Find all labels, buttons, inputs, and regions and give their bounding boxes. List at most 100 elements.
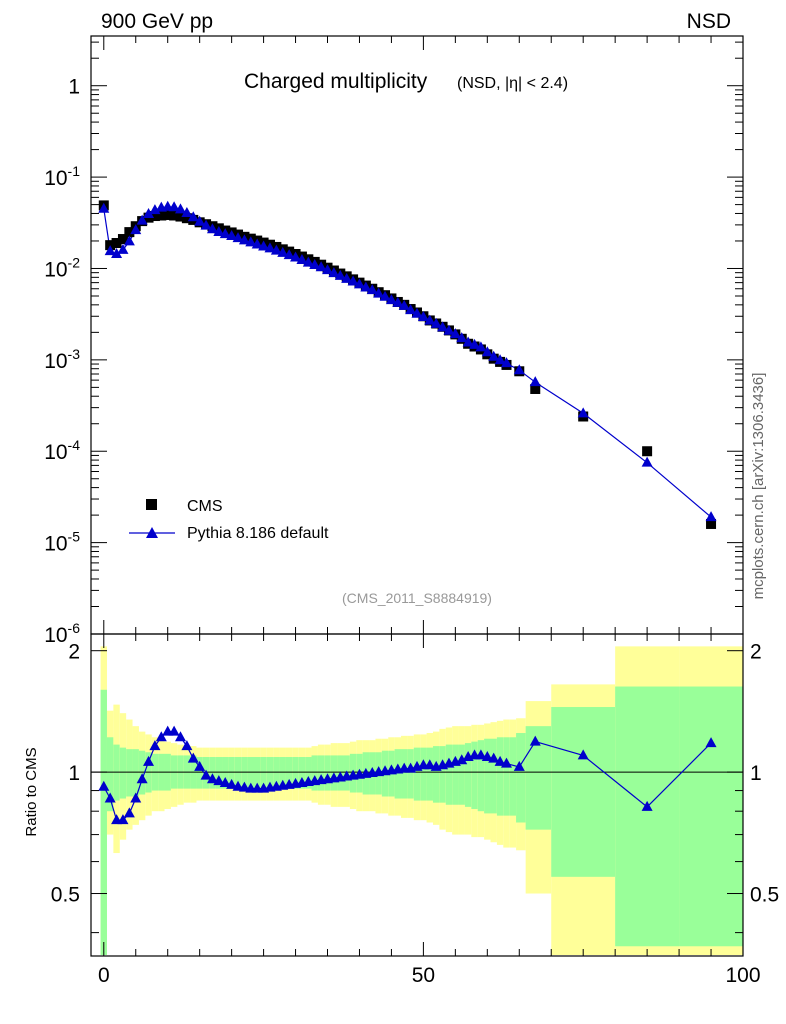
main-panel: Charged multiplicity (NSD, |η| < 2.4) (C… bbox=[44, 35, 744, 647]
pythia-point bbox=[270, 244, 282, 255]
x-tick-label: 100 bbox=[725, 964, 760, 987]
ratio-pythia-point bbox=[213, 775, 225, 786]
ratio-y-tick-label: 2 bbox=[68, 641, 80, 664]
pythia-point bbox=[296, 253, 308, 264]
pythia-point bbox=[405, 304, 417, 315]
ratio-inner-band bbox=[234, 757, 242, 789]
cms-point bbox=[156, 210, 167, 221]
ratio-inner-band bbox=[394, 749, 402, 799]
ratio-pythia-point bbox=[136, 773, 148, 784]
ratio-pythia-point bbox=[200, 769, 212, 780]
main-y-tick-label: 10-3 bbox=[44, 346, 80, 373]
ratio-inner-band bbox=[413, 747, 421, 801]
ratio-inner-band bbox=[432, 746, 440, 803]
pythia-point bbox=[245, 236, 257, 247]
ratio-pythia-point bbox=[456, 754, 468, 765]
ratio-pythia-point bbox=[494, 755, 506, 766]
ratio-inner-band bbox=[305, 757, 312, 789]
ratio-inner-band bbox=[266, 757, 274, 789]
ratio-pythia-point bbox=[481, 751, 493, 762]
ratio-y-axis-label: Ratio to CMS bbox=[23, 747, 40, 836]
pythia-point bbox=[469, 338, 481, 349]
energy-label: 900 GeV pp bbox=[101, 10, 213, 33]
ratio-pythia-point bbox=[155, 731, 167, 742]
main-plot-frame bbox=[90, 35, 744, 635]
x-tick-label: 50 bbox=[412, 964, 435, 987]
ratio-pythia-point bbox=[117, 814, 129, 825]
pythia-point bbox=[385, 294, 397, 305]
ratio-inner-band bbox=[132, 749, 139, 797]
legend: CMS Pythia 8.186 default bbox=[129, 498, 329, 542]
ratio-tick-labels: 2 2 1 1 0.5 0.5 0 50 100 bbox=[51, 641, 779, 987]
ratio-inner-band bbox=[241, 757, 248, 789]
cms-point bbox=[530, 383, 541, 394]
pythia-point bbox=[315, 261, 327, 272]
cms-point bbox=[124, 227, 135, 238]
main-y-tick-label: 10-2 bbox=[44, 254, 80, 281]
pythia-point bbox=[443, 324, 455, 335]
analysis-watermark: (CMS_2011_S8884919) bbox=[342, 590, 492, 606]
pythia-point bbox=[187, 211, 199, 222]
ratio-panel: 2 2 1 1 0.5 0.5 0 50 100 Ratio to CMS bbox=[23, 633, 779, 987]
plot-subtitle: (NSD, |η| < 2.4) bbox=[457, 75, 568, 92]
main-y-tick-label: 1 bbox=[68, 76, 80, 99]
main-y-tick-label: 10-5 bbox=[44, 529, 80, 556]
legend-label-pythia: Pythia 8.186 default bbox=[187, 525, 329, 542]
plot-title: Charged multiplicity bbox=[244, 70, 428, 93]
pythia-point bbox=[430, 317, 442, 328]
pythia-point bbox=[449, 328, 461, 339]
ratio-inner-band bbox=[464, 743, 472, 807]
pythia-point bbox=[136, 214, 148, 225]
mcplots-credit: mcplots.cern.ch [arXiv:1306.3436] bbox=[750, 373, 767, 600]
ratio-inner-band bbox=[126, 749, 133, 797]
pythia-point bbox=[392, 296, 404, 307]
ratio-inner-band bbox=[100, 689, 107, 955]
cms-point bbox=[169, 210, 180, 221]
ratio-inner-band bbox=[496, 737, 504, 816]
ratio-inner-band bbox=[311, 755, 318, 791]
pythia-point bbox=[200, 219, 212, 230]
ratio-inner-band bbox=[273, 757, 280, 789]
pythia-line bbox=[103, 206, 712, 518]
ratio-pythia-point bbox=[98, 780, 110, 791]
ratio-uncertainty-bands bbox=[100, 646, 743, 955]
pythia-point bbox=[481, 346, 493, 357]
cms-point bbox=[162, 209, 173, 220]
main-y-tick-label: 10-1 bbox=[44, 163, 80, 190]
pythia-point bbox=[494, 354, 506, 365]
ratio-inner-band bbox=[317, 755, 325, 791]
ratio-inner-band bbox=[222, 757, 229, 789]
ratio-inner-band bbox=[445, 744, 453, 805]
cms-point bbox=[111, 238, 122, 249]
ratio-pythia-point bbox=[143, 755, 155, 766]
ratio-inner-band bbox=[471, 741, 478, 810]
pythia-point bbox=[117, 243, 129, 254]
cms-point bbox=[706, 518, 717, 529]
pythia-point bbox=[456, 332, 468, 343]
pythia-point bbox=[226, 229, 238, 240]
ratio-pythia-point bbox=[219, 776, 231, 787]
ratio-pythia-point bbox=[194, 760, 206, 771]
ratio-pythia-point bbox=[238, 781, 250, 792]
cms-point bbox=[181, 213, 192, 224]
pythia-point bbox=[398, 299, 410, 310]
pythia-point bbox=[513, 364, 525, 375]
ratio-pythia-point bbox=[226, 778, 238, 789]
ratio-inner-band bbox=[516, 733, 526, 823]
pythia-point bbox=[322, 264, 334, 275]
pythia-point bbox=[264, 242, 276, 253]
ratio-inner-band bbox=[490, 738, 497, 814]
ratio-inner-band bbox=[458, 744, 465, 805]
ratio-inner-band bbox=[426, 747, 433, 801]
x-tick-label: 0 bbox=[98, 964, 110, 987]
pythia-point bbox=[577, 407, 589, 418]
ratio-inner-band bbox=[228, 757, 235, 789]
pythia-point bbox=[424, 314, 436, 325]
ratio-inner-band bbox=[279, 757, 286, 789]
ratio-pythia-point bbox=[149, 740, 161, 751]
ratio-axis-ticks bbox=[91, 634, 744, 956]
ratio-inner-band bbox=[298, 757, 306, 789]
pythia-point bbox=[373, 287, 385, 298]
cms-point bbox=[175, 211, 186, 222]
ratio-inner-band bbox=[439, 746, 446, 803]
